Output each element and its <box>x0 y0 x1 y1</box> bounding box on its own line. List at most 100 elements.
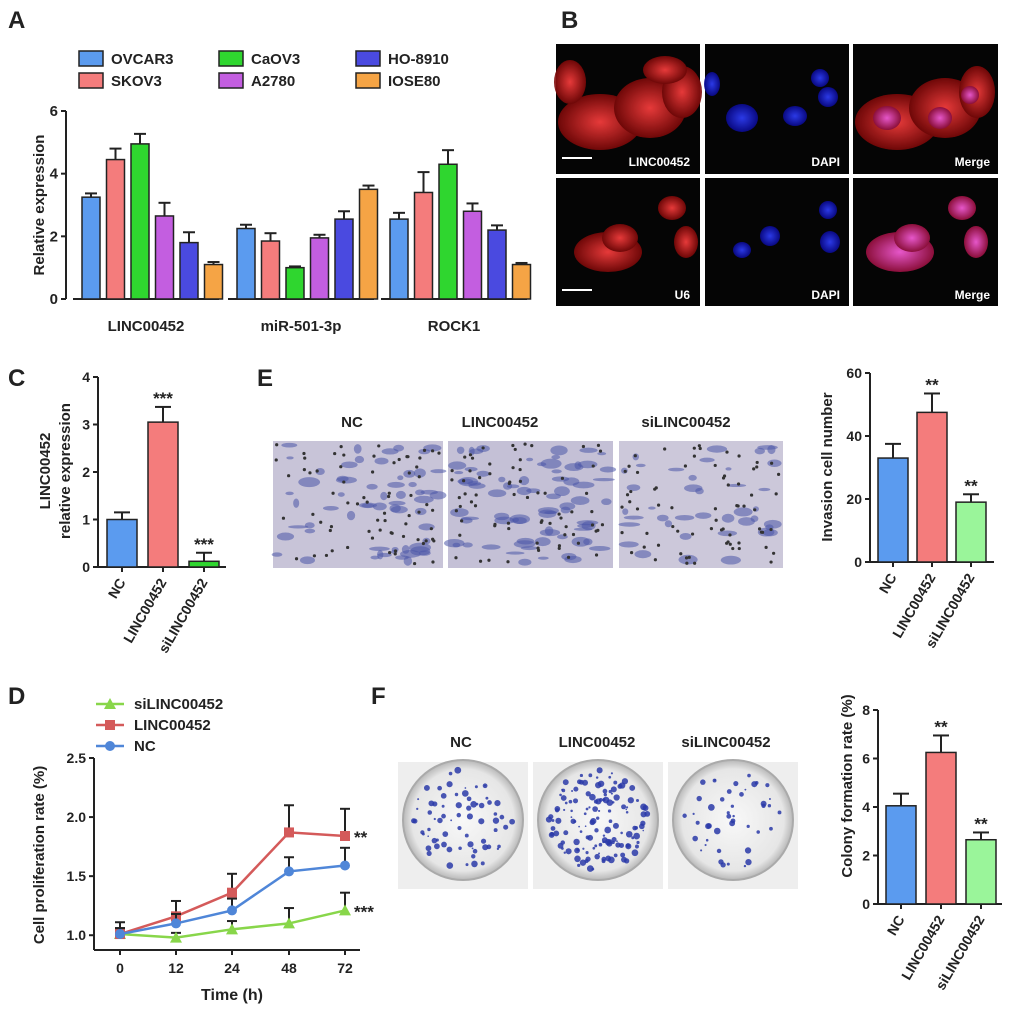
colony <box>589 793 596 801</box>
panel-label-c: C <box>8 365 25 392</box>
stained-cell <box>322 505 339 511</box>
legend-label: A2780 <box>251 73 295 90</box>
micrograph-label: DAPI <box>811 288 840 302</box>
stained-cell <box>720 555 741 565</box>
membrane-pore <box>474 493 478 497</box>
membrane-pore <box>481 446 485 450</box>
significance-label: ** <box>934 717 948 736</box>
stained-cell <box>481 544 501 550</box>
colony <box>682 813 687 818</box>
colony <box>471 847 474 850</box>
stained-cell <box>717 530 738 537</box>
stained-cell <box>358 502 378 509</box>
membrane-pore <box>315 469 319 473</box>
colony <box>573 838 580 846</box>
y-tick-label: 2.0 <box>67 809 87 825</box>
membrane-pore <box>319 520 323 524</box>
colony <box>446 781 453 788</box>
colony <box>598 842 603 847</box>
colony <box>454 766 462 774</box>
stained-cell <box>498 476 506 483</box>
legend-swatch <box>78 72 104 89</box>
bar <box>885 805 917 905</box>
membrane-pore <box>511 466 515 470</box>
colony <box>509 818 515 825</box>
membrane-pore <box>339 465 343 469</box>
stained-cell <box>403 556 413 566</box>
membrane-pore <box>401 534 406 539</box>
membrane-pore <box>388 551 392 555</box>
colony <box>594 828 599 833</box>
bar <box>358 188 379 300</box>
colony <box>561 788 564 791</box>
stained-cell <box>460 516 479 521</box>
membrane-pore <box>506 560 510 564</box>
colony <box>437 817 443 824</box>
membrane-pore <box>557 546 561 550</box>
membrane-pore <box>663 447 667 451</box>
chart-d: Cell proliferation rate (%) Time (h) 1.0… <box>31 696 374 1004</box>
stained-cell <box>370 555 380 560</box>
membrane-pore <box>676 529 680 533</box>
chart-f: Colony formation rate (%) 02468NC**LINC0… <box>839 694 1002 993</box>
membrane-pore <box>560 476 565 480</box>
x-tick-label: miR-501-3p <box>261 318 342 335</box>
stained-cell <box>374 457 389 465</box>
stained-cell <box>298 477 321 488</box>
micrograph-label: Merge <box>955 155 991 169</box>
stained-cell <box>626 484 641 491</box>
stained-cell <box>469 448 484 455</box>
stained-cell <box>583 538 593 546</box>
membrane-pore <box>376 518 380 522</box>
stained-cell <box>423 444 442 452</box>
colony <box>573 786 579 792</box>
membrane-pore <box>417 475 421 479</box>
membrane-pore <box>670 506 674 510</box>
membrane-pore <box>548 521 552 525</box>
micrograph-label: Merge <box>955 288 991 302</box>
colony <box>610 786 617 793</box>
colony <box>582 847 585 850</box>
stained-cell <box>462 542 473 548</box>
colony <box>608 856 615 864</box>
membrane-pore <box>685 561 689 565</box>
membrane-pore <box>330 549 334 553</box>
colony <box>579 773 584 778</box>
colony <box>625 808 628 811</box>
stained-cell <box>281 442 298 448</box>
membrane-pore <box>698 446 702 451</box>
legend-marker <box>105 741 115 751</box>
x-tick-label: LINC00452 <box>108 318 185 335</box>
colony <box>590 818 597 825</box>
stained-cell <box>506 484 520 489</box>
bar <box>487 229 507 300</box>
colony <box>644 811 651 817</box>
membrane-pore <box>598 449 603 453</box>
membrane-pore <box>473 504 478 508</box>
membrane-pore <box>645 531 649 536</box>
membrane-pore <box>469 500 474 504</box>
colony <box>739 792 744 797</box>
membrane-pore <box>418 456 422 460</box>
colony <box>472 848 478 854</box>
marker-circle <box>227 905 237 916</box>
colony <box>602 840 605 844</box>
stained-cell <box>414 507 427 516</box>
stained-cell <box>286 456 294 460</box>
stained-cell <box>534 537 551 547</box>
stained-cell <box>684 484 703 492</box>
stained-cell <box>388 500 406 506</box>
colony <box>634 844 639 849</box>
membrane-pore <box>726 483 730 487</box>
legend-label: OVCAR3 <box>111 51 174 68</box>
colony <box>621 804 627 810</box>
stained-cell <box>601 498 612 506</box>
colony <box>499 814 505 820</box>
stained-cell <box>688 474 697 481</box>
significance-label: *** <box>354 902 374 921</box>
colony <box>730 818 736 824</box>
membrane-pore <box>493 522 497 526</box>
membrane-pore <box>629 550 634 555</box>
colony <box>586 865 594 872</box>
colony <box>484 784 486 787</box>
